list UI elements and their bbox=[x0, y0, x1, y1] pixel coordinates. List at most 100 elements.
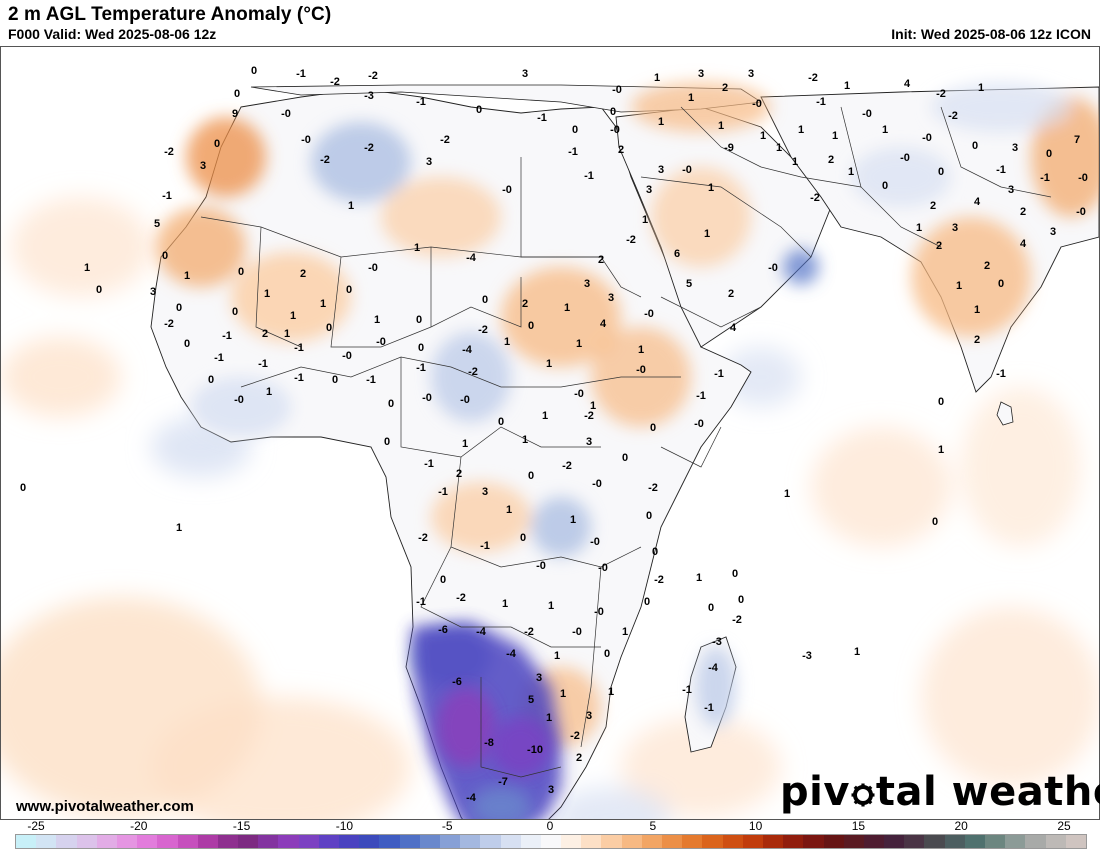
anomaly-value-label: 3 bbox=[548, 784, 554, 796]
anomaly-value-label: -0 bbox=[590, 536, 600, 548]
anomaly-value-label: -0 bbox=[768, 262, 778, 274]
anomaly-value-label: 1 bbox=[560, 688, 566, 700]
anomaly-value-label: 1 bbox=[266, 386, 272, 398]
anomaly-value-label: 1 bbox=[506, 504, 512, 516]
anomaly-value-label: -1 bbox=[296, 68, 306, 80]
anomaly-value-label: 0 bbox=[998, 278, 1004, 290]
colorbar-segment bbox=[298, 835, 319, 848]
anomaly-value-label: -0 bbox=[922, 132, 932, 144]
anomaly-value-label: 2 bbox=[522, 298, 528, 310]
anomaly-value-label: -0 bbox=[592, 478, 602, 490]
anomaly-value-label: 1 bbox=[608, 686, 614, 698]
anomaly-value-label: 1 bbox=[916, 222, 922, 234]
anomaly-value-label: 1 bbox=[642, 214, 648, 226]
anomaly-value-label: -1 bbox=[714, 368, 724, 380]
anomaly-value-label: 2 bbox=[974, 334, 980, 346]
anomaly-value-label: -4 bbox=[506, 648, 517, 660]
colorbar-segment bbox=[1025, 835, 1046, 848]
anomaly-value-label: -1 bbox=[584, 170, 594, 182]
colorbar-segment bbox=[1005, 835, 1026, 848]
anomaly-value-label: 1 bbox=[978, 82, 984, 94]
colorbar-tick-label: 25 bbox=[1057, 819, 1071, 833]
anomaly-value-label: 3 bbox=[608, 292, 614, 304]
anomaly-value-label: -3 bbox=[802, 650, 812, 662]
anomaly-value-label: -0 bbox=[612, 84, 622, 96]
anomaly-value-label: 1 bbox=[554, 650, 560, 662]
anomaly-value-label: -0 bbox=[1076, 206, 1086, 218]
anomaly-value-label: 1 bbox=[546, 358, 552, 370]
anomaly-value-label: 1 bbox=[522, 434, 528, 446]
anomaly-value-label: -4 bbox=[476, 626, 487, 638]
map-panel: 0 -1 -2 -2 -3 -1 0 3 0 9 -0 -2 0 -0 -2 -2 -1 0 3 -2 3 -1 -1 -1 1… bbox=[0, 46, 1100, 820]
colorbar-segment bbox=[823, 835, 844, 848]
anomaly-value-label: 3 bbox=[426, 156, 432, 168]
anomaly-value-label: -4 bbox=[466, 792, 477, 804]
anomaly-value-label: 1 bbox=[320, 298, 326, 310]
anomaly-value-label: -2 bbox=[164, 318, 174, 330]
anomaly-value-label: -2 bbox=[936, 88, 946, 100]
anomaly-value-label: 5 bbox=[528, 694, 534, 706]
anomaly-value-label: 1 bbox=[590, 400, 596, 412]
anomaly-value-label: 4 bbox=[600, 318, 607, 330]
anomaly-value-label: -2 bbox=[562, 460, 572, 472]
colorbar-segment bbox=[1045, 835, 1066, 848]
colorbar-segment bbox=[641, 835, 662, 848]
colorbar-segment bbox=[36, 835, 57, 848]
anomaly-value-label: -2 bbox=[164, 146, 174, 158]
colorbar-segment bbox=[783, 835, 804, 848]
anomaly-value-label: 3 bbox=[536, 672, 542, 684]
colorbar-segment bbox=[904, 835, 925, 848]
anomaly-value-label: 1 bbox=[798, 124, 804, 136]
anomaly-value-label: 0 bbox=[232, 306, 238, 318]
anomaly-value-label: 0 bbox=[572, 124, 578, 136]
anomaly-value-label: -0 bbox=[752, 98, 762, 110]
anomaly-value-label: -2 bbox=[524, 626, 534, 638]
anomaly-value-label: -2 bbox=[330, 76, 340, 88]
anomaly-value-label: 0 bbox=[646, 510, 652, 522]
anomaly-value-label: 0 bbox=[440, 574, 446, 586]
anomaly-value-label: -1 bbox=[537, 112, 547, 124]
anomaly-value-label: 3 bbox=[646, 184, 652, 196]
anomaly-value-label: -2 bbox=[440, 134, 450, 146]
colorbar-segment bbox=[339, 835, 360, 848]
colorbar-segment bbox=[500, 835, 521, 848]
anomaly-value-label: 3 bbox=[698, 68, 704, 80]
anomaly-value-label: 1 bbox=[832, 130, 838, 142]
anomaly-value-label: -0 bbox=[376, 336, 386, 348]
anomaly-value-label: 7 bbox=[1074, 134, 1080, 146]
anomaly-value-label: 1 bbox=[504, 336, 510, 348]
anomaly-value-label: 0 bbox=[650, 422, 656, 434]
anomaly-value-label: 5 bbox=[154, 218, 160, 230]
anomaly-value-label: -0 bbox=[682, 164, 692, 176]
anomaly-value-label: 2 bbox=[728, 288, 734, 300]
colorbar-segment bbox=[318, 835, 339, 848]
anomaly-value-label: 1 bbox=[658, 116, 664, 128]
anomaly-value-label: -0 bbox=[636, 364, 646, 376]
anomaly-value-label: 1 bbox=[784, 488, 790, 500]
anomaly-value-label: 1 bbox=[792, 156, 798, 168]
anomaly-value-label: -0 bbox=[900, 152, 910, 164]
anomaly-value-label: -0 bbox=[610, 124, 620, 136]
anomaly-value-label: -2 bbox=[626, 234, 636, 246]
anomaly-value-label: 0 bbox=[388, 398, 394, 410]
anomaly-value-label: -4 bbox=[466, 252, 477, 264]
anomaly-value-label: -0 bbox=[574, 388, 584, 400]
anomaly-value-label: 0 bbox=[528, 320, 534, 332]
anomaly-value-label: -2 bbox=[948, 110, 958, 122]
anomaly-value-label: 1 bbox=[848, 166, 854, 178]
anomaly-value-label: 4 bbox=[974, 196, 981, 208]
colorbar-segment bbox=[682, 835, 703, 848]
colorbar-segment bbox=[278, 835, 299, 848]
anomaly-value-label: -1 bbox=[416, 96, 426, 108]
anomaly-value-label: -1 bbox=[294, 342, 304, 354]
colorbar-segment bbox=[16, 835, 37, 848]
anomaly-value-label: 1 bbox=[290, 310, 296, 322]
anomaly-value-label: -6 bbox=[452, 676, 462, 688]
anomaly-value-label: 1 bbox=[546, 712, 552, 724]
colorbar-segment bbox=[863, 835, 885, 848]
anomaly-value-label: -0 bbox=[862, 108, 872, 120]
anomaly-value-label: 1 bbox=[956, 280, 962, 292]
anomaly-value-label: 5 bbox=[686, 278, 692, 290]
colorbar-segment bbox=[1065, 835, 1086, 848]
anomaly-value-label: 1 bbox=[564, 302, 570, 314]
